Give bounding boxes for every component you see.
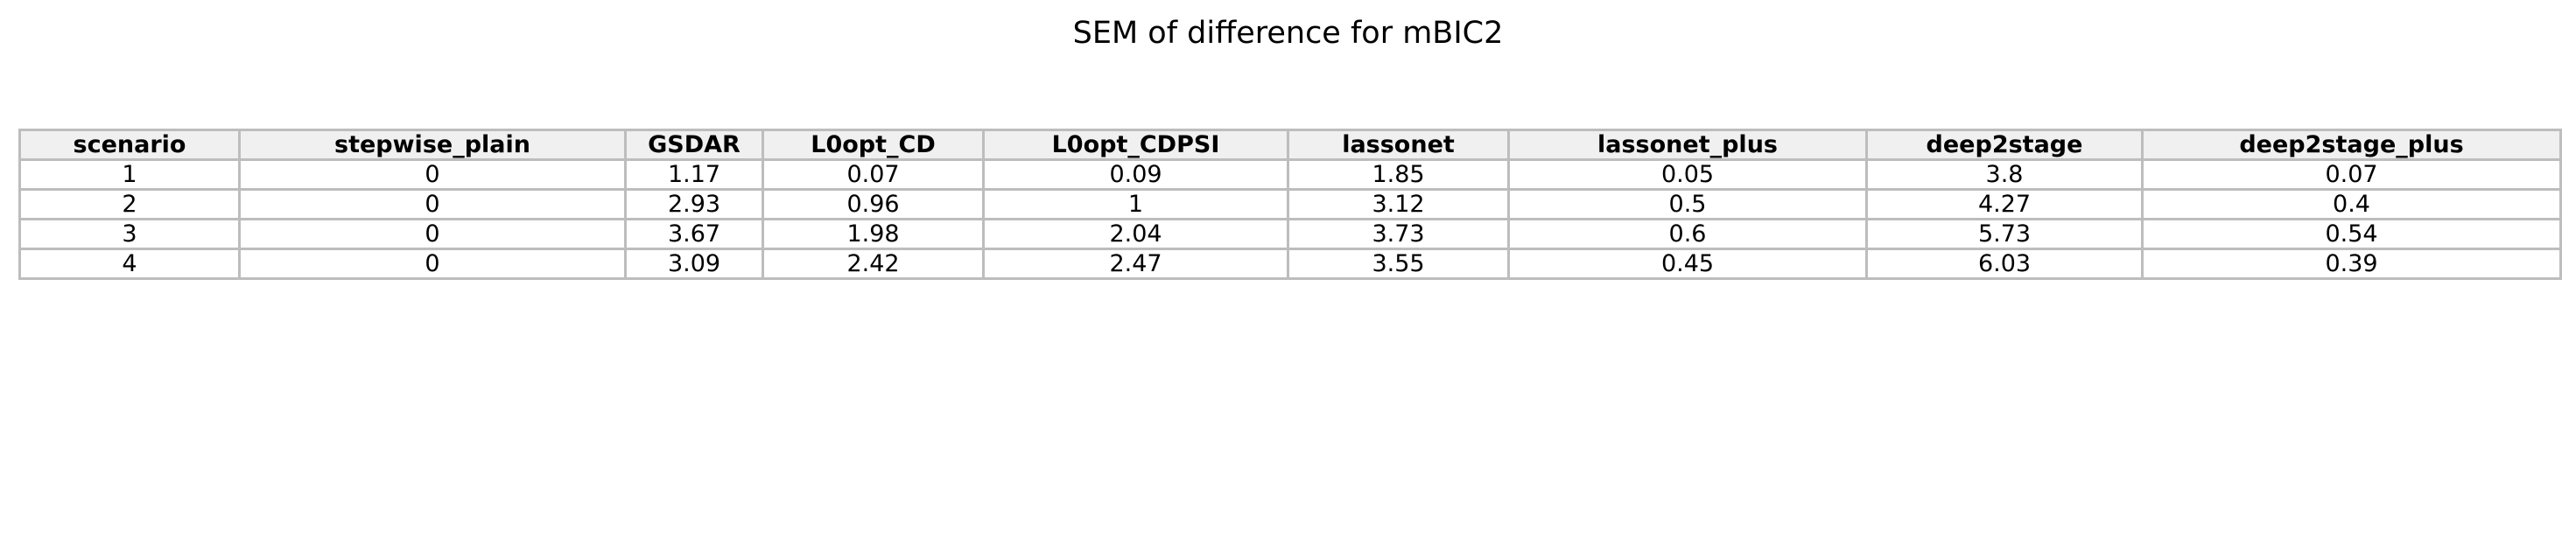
table-cell-gsdar: 3.67 [624, 218, 764, 250]
table-cell-deep2stage: 6.03 [1865, 248, 2144, 280]
table-header-row: scenario stepwise_plain GSDAR L0opt_CD L0opt… [18, 129, 2562, 161]
table-cell-l0opt-cd: 0.07 [762, 158, 985, 191]
table-cell-deep2stage-plus: 0.39 [2141, 248, 2562, 280]
table-row: 2 0 2.93 0.96 1 3.12 0.5 4.27 0.4 [18, 188, 2562, 220]
column-header-l0opt-cdpsi: L0opt_CDPSI [982, 129, 1289, 161]
table-cell-lassonet-plus: 0.5 [1507, 188, 1868, 220]
column-header-gsdar: GSDAR [624, 129, 764, 161]
column-header-deep2stage-plus: deep2stage_plus [2141, 129, 2562, 161]
table-cell-stepwise-plain: 0 [238, 248, 627, 280]
table-cell-lassonet-plus: 0.6 [1507, 218, 1868, 250]
table-cell-lassonet: 3.12 [1287, 188, 1510, 220]
table-cell-deep2stage-plus: 0.54 [2141, 218, 2562, 250]
column-header-l0opt-cd: L0opt_CD [762, 129, 985, 161]
table-cell-gsdar: 3.09 [624, 248, 764, 280]
table-cell-scenario: 1 [18, 158, 241, 191]
table-cell-deep2stage: 4.27 [1865, 188, 2144, 220]
results-table: scenario stepwise_plain GSDAR L0opt_CD L0opt… [18, 129, 2562, 280]
table-cell-stepwise-plain: 0 [238, 188, 627, 220]
table-cell-lassonet-plus: 0.05 [1507, 158, 1868, 191]
column-header-lassonet: lassonet [1287, 129, 1510, 161]
table-cell-stepwise-plain: 0 [238, 158, 627, 191]
table-cell-gsdar: 2.93 [624, 188, 764, 220]
table-cell-scenario: 4 [18, 248, 241, 280]
table-cell-lassonet-plus: 0.45 [1507, 248, 1868, 280]
table-cell-l0opt-cdpsi: 0.09 [982, 158, 1289, 191]
table-cell-scenario: 2 [18, 188, 241, 220]
table-cell-deep2stage-plus: 0.07 [2141, 158, 2562, 191]
table-cell-l0opt-cd: 2.42 [762, 248, 985, 280]
table-cell-lassonet: 1.85 [1287, 158, 1510, 191]
table-row: 4 0 3.09 2.42 2.47 3.55 0.45 6.03 0.39 [18, 248, 2562, 280]
table-cell-stepwise-plain: 0 [238, 218, 627, 250]
table-row: 3 0 3.67 1.98 2.04 3.73 0.6 5.73 0.54 [18, 218, 2562, 250]
table-cell-gsdar: 1.17 [624, 158, 764, 191]
table-cell-l0opt-cd: 0.96 [762, 188, 985, 220]
table-row: 1 0 1.17 0.07 0.09 1.85 0.05 3.8 0.07 [18, 158, 2562, 191]
table-cell-deep2stage: 3.8 [1865, 158, 2144, 191]
table-cell-l0opt-cdpsi: 1 [982, 188, 1289, 220]
table-cell-l0opt-cdpsi: 2.04 [982, 218, 1289, 250]
table-cell-l0opt-cd: 1.98 [762, 218, 985, 250]
column-header-deep2stage: deep2stage [1865, 129, 2144, 161]
table-cell-deep2stage: 5.73 [1865, 218, 2144, 250]
table-cell-lassonet: 3.73 [1287, 218, 1510, 250]
table-body: 1 0 1.17 0.07 0.09 1.85 0.05 3.8 0.07 2 0 2.93 0.96 1… [18, 158, 2562, 280]
chart-title: SEM of difference for mBIC2 [1072, 16, 1504, 51]
table-cell-l0opt-cdpsi: 2.47 [982, 248, 1289, 280]
table-cell-deep2stage-plus: 0.4 [2141, 188, 2562, 220]
table-cell-scenario: 3 [18, 218, 241, 250]
table-cell-lassonet: 3.55 [1287, 248, 1510, 280]
column-header-scenario: scenario [18, 129, 241, 161]
column-header-lassonet-plus: lassonet_plus [1507, 129, 1868, 161]
column-header-stepwise-plain: stepwise_plain [238, 129, 627, 161]
